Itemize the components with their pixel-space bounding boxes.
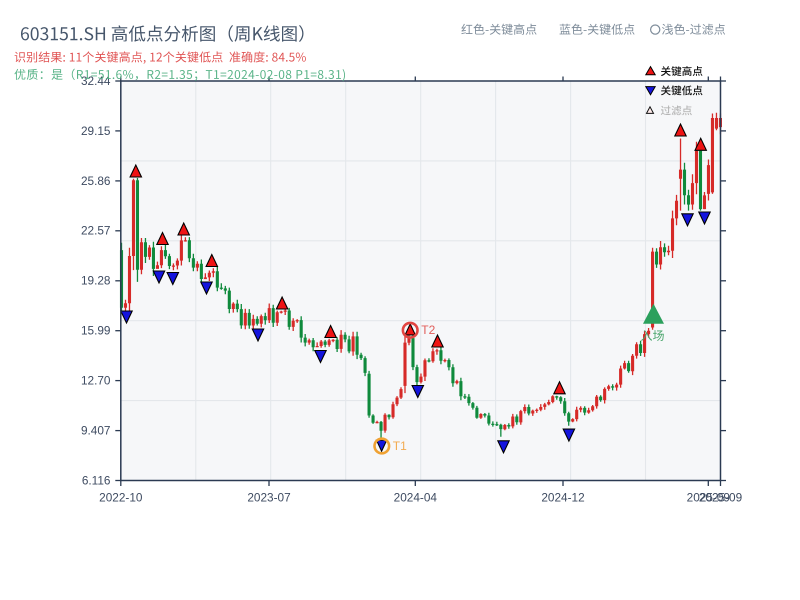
svg-text:2024-12: 2024-12	[541, 491, 584, 505]
svg-text:29.15: 29.15	[81, 124, 111, 138]
svg-text:9.407: 9.407	[81, 424, 111, 438]
svg-text:15.99: 15.99	[81, 324, 111, 338]
svg-text:2023-07: 2023-07	[247, 491, 290, 505]
svg-text:2025-09: 2025-09	[699, 491, 742, 505]
svg-text:6.116: 6.116	[82, 473, 111, 487]
svg-text:12.70: 12.70	[81, 374, 111, 388]
svg-text:22.57: 22.57	[81, 224, 111, 238]
svg-text:2025-09: 2025-09	[687, 491, 730, 505]
svg-text:T2: T2	[421, 323, 435, 337]
svg-text:2024-04: 2024-04	[394, 491, 438, 505]
svg-text:T1: T1	[393, 439, 407, 453]
svg-text:2022-10: 2022-10	[99, 491, 143, 505]
svg-text:19.28: 19.28	[81, 274, 111, 288]
svg-text:25.86: 25.86	[81, 174, 111, 188]
